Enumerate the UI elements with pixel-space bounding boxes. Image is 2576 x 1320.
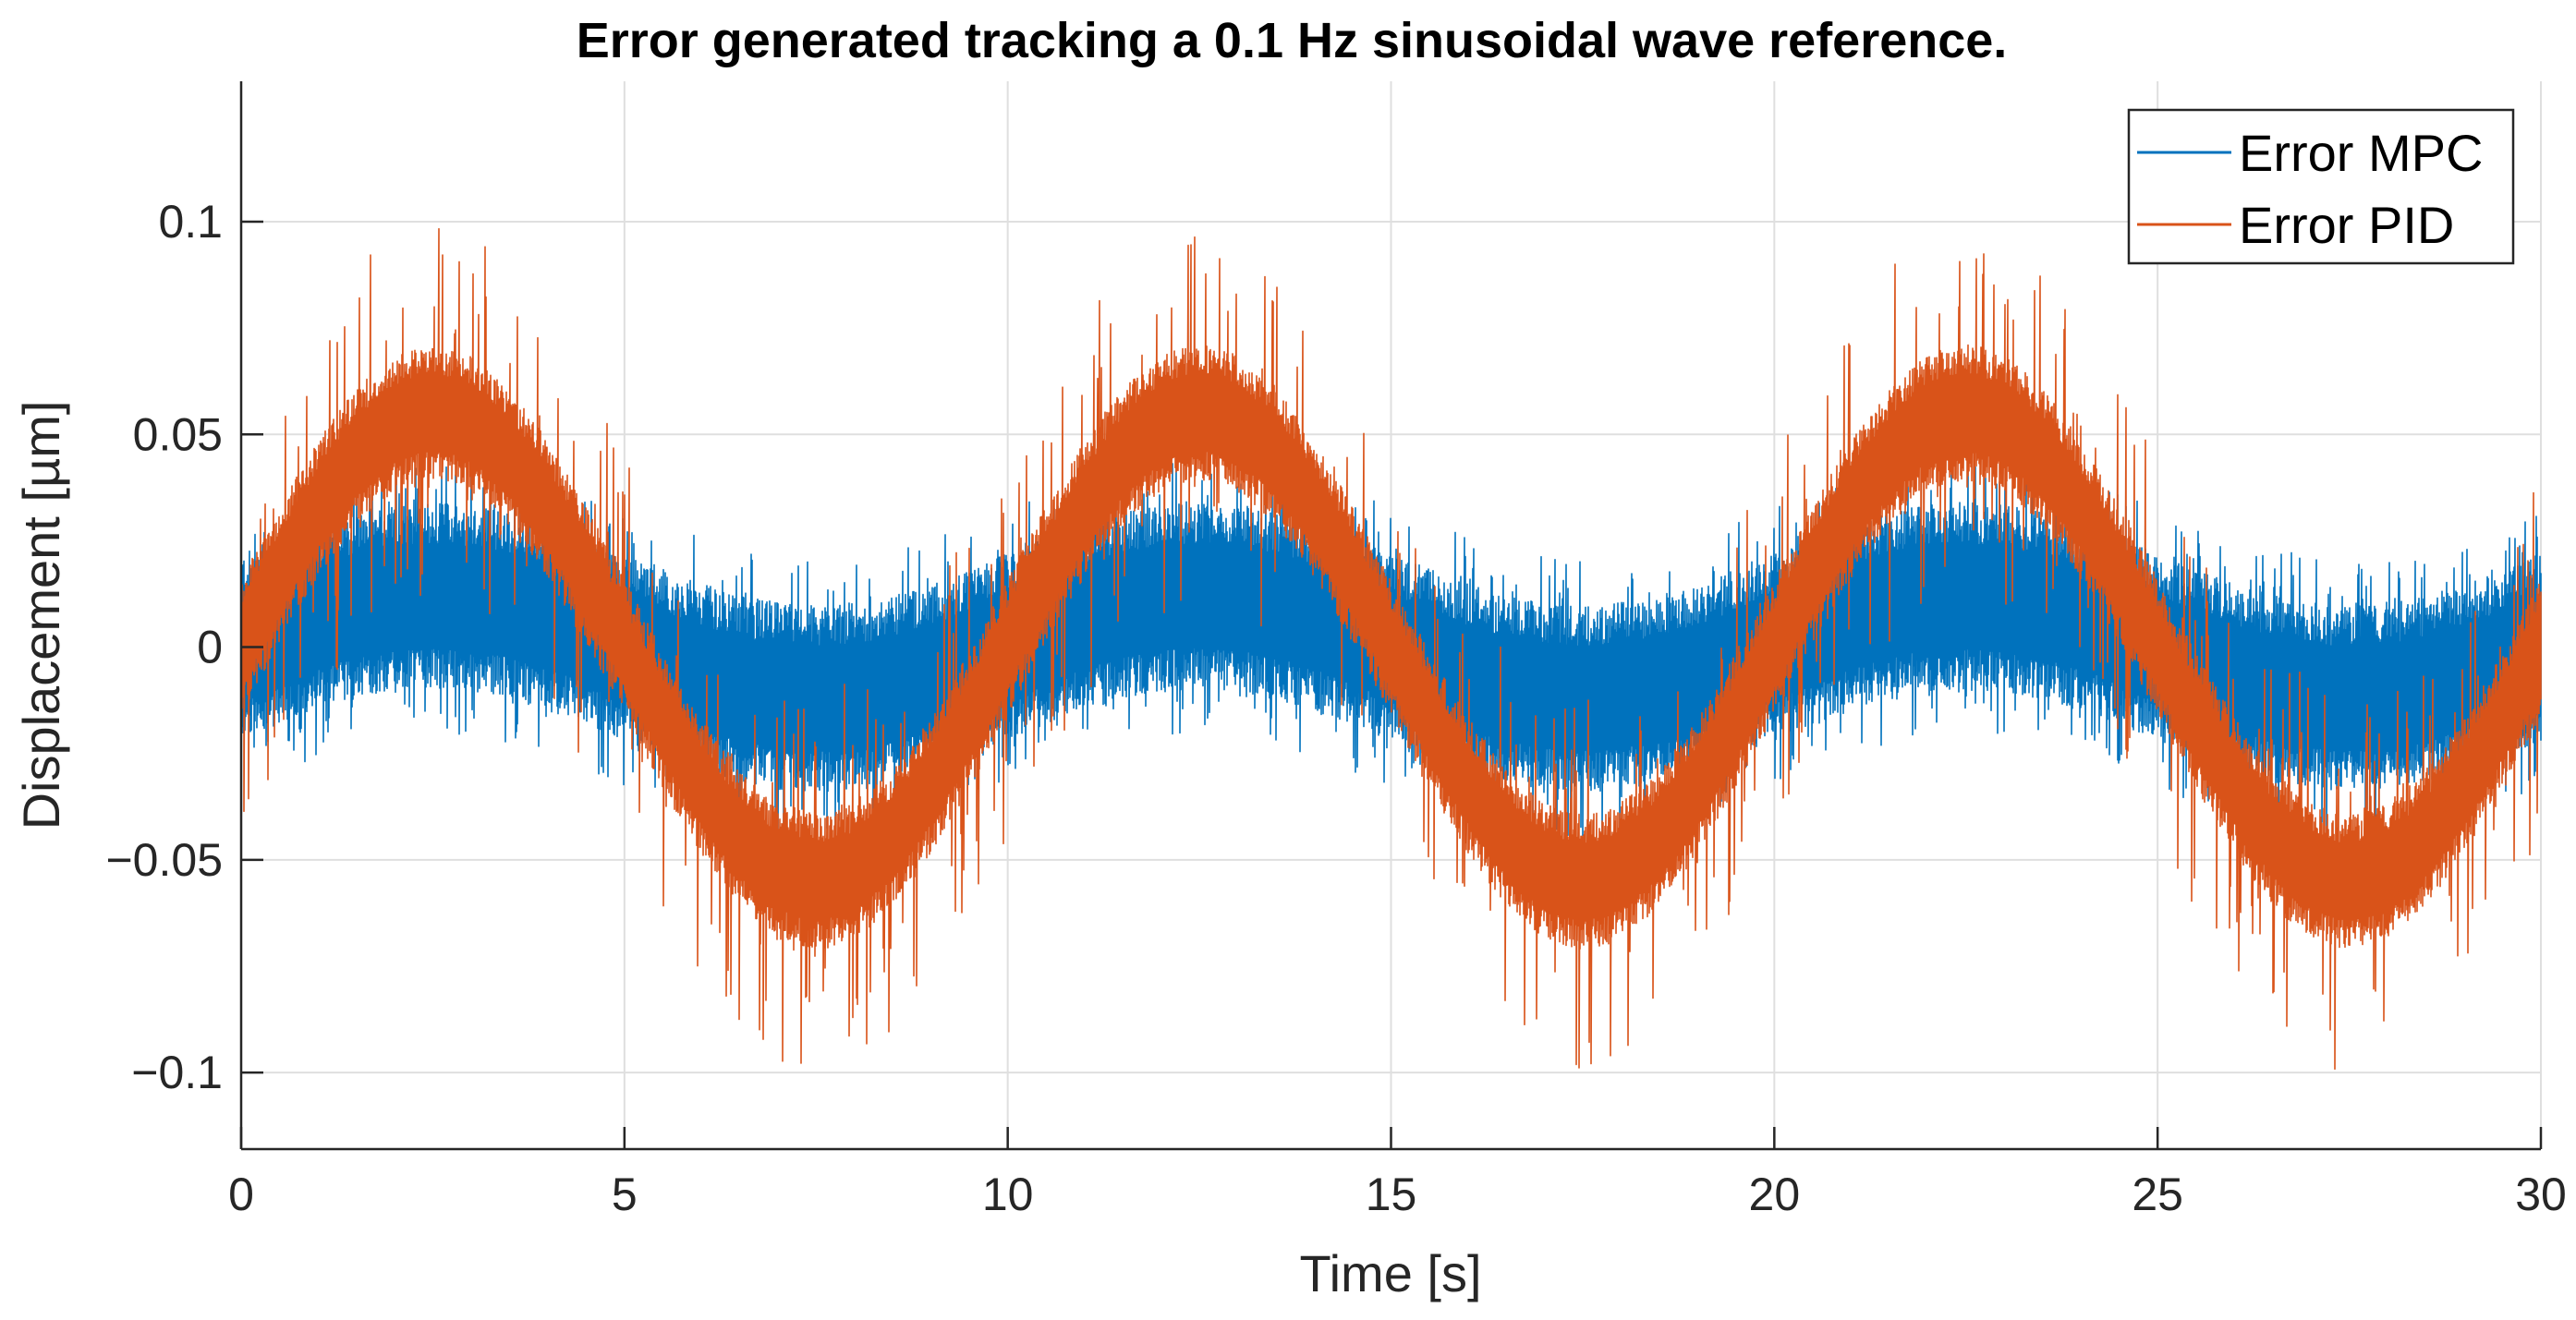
x-tick-labels: 0 5 10 15 20 25 30 [228, 1169, 2567, 1220]
x-tick-label: 20 [1749, 1169, 1801, 1220]
legend-box [2127, 108, 2515, 265]
y-tick-label: −0.05 [105, 834, 223, 886]
y-tick-label: 0 [197, 622, 223, 673]
series-error-pid [240, 227, 2542, 1071]
legend-label-error-pid: Error PID [2239, 196, 2454, 254]
x-tick-label: 30 [2515, 1169, 2567, 1220]
x-tick-label: 5 [612, 1169, 638, 1220]
y-tick-label: 0.1 [158, 196, 223, 248]
x-tick-label: 0 [228, 1169, 254, 1220]
legend: Error MPC Error PID [2127, 108, 2515, 265]
y-tick-label: 0.05 [133, 408, 223, 460]
x-tick-label: 25 [2132, 1169, 2183, 1220]
x-tick-label: 15 [1366, 1169, 1417, 1220]
y-tick-labels: −0.1 −0.05 0 0.05 0.1 [105, 196, 223, 1098]
legend-label-error-mpc: Error MPC [2239, 124, 2483, 182]
chart-title: Error generated tracking a 0.1 Hz sinuso… [577, 13, 2008, 68]
x-axis-label: Time [s] [1299, 1244, 1481, 1302]
axes [239, 81, 2543, 1151]
y-tick-label: −0.1 [131, 1047, 223, 1098]
series-layer [240, 227, 2542, 1071]
x-tick-label: 10 [982, 1169, 1034, 1220]
y-axis-label: Displacement [µm] [12, 401, 70, 830]
